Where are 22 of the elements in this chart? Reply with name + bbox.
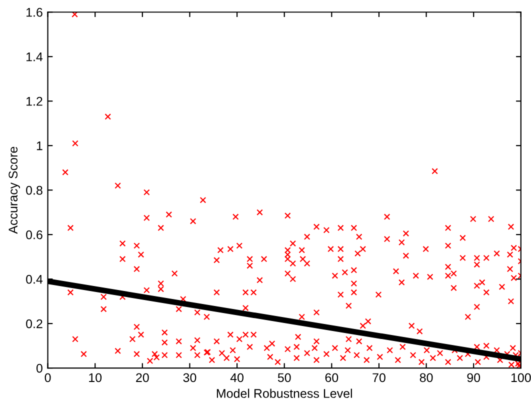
x-tick-label: 100 — [511, 373, 531, 382]
x-tick-label: 30 — [183, 373, 196, 382]
x-tick-label: 80 — [420, 373, 433, 382]
y-tick-label: 0.4 — [26, 274, 43, 284]
x-tick-label: 0 — [44, 373, 51, 382]
y-tick-label: 1 — [36, 142, 42, 150]
y-tick-label: 1.2 — [26, 96, 42, 106]
x-tick-label: 90 — [467, 373, 480, 382]
x-tick-label: 10 — [89, 373, 102, 382]
y-tick-label: 1.6 — [26, 8, 42, 17]
y-tick-label: 0.6 — [26, 230, 42, 240]
x-tick-label: 40 — [230, 373, 244, 382]
y-tick-label: 0.8 — [26, 186, 42, 195]
y-tick-label: 0.2 — [26, 319, 42, 328]
x-axis-title: Model Robustness Level — [216, 388, 352, 398]
x-tick-label: 50 — [278, 373, 291, 382]
y-tick-label: 1.4 — [26, 52, 43, 62]
x-tick-label: 60 — [325, 373, 338, 382]
x-tick-label: 20 — [136, 373, 149, 382]
y-axis-title: Accuracy Score — [8, 146, 20, 234]
y-tick-label: 0 — [36, 364, 42, 373]
x-tick-label: 70 — [372, 373, 386, 382]
